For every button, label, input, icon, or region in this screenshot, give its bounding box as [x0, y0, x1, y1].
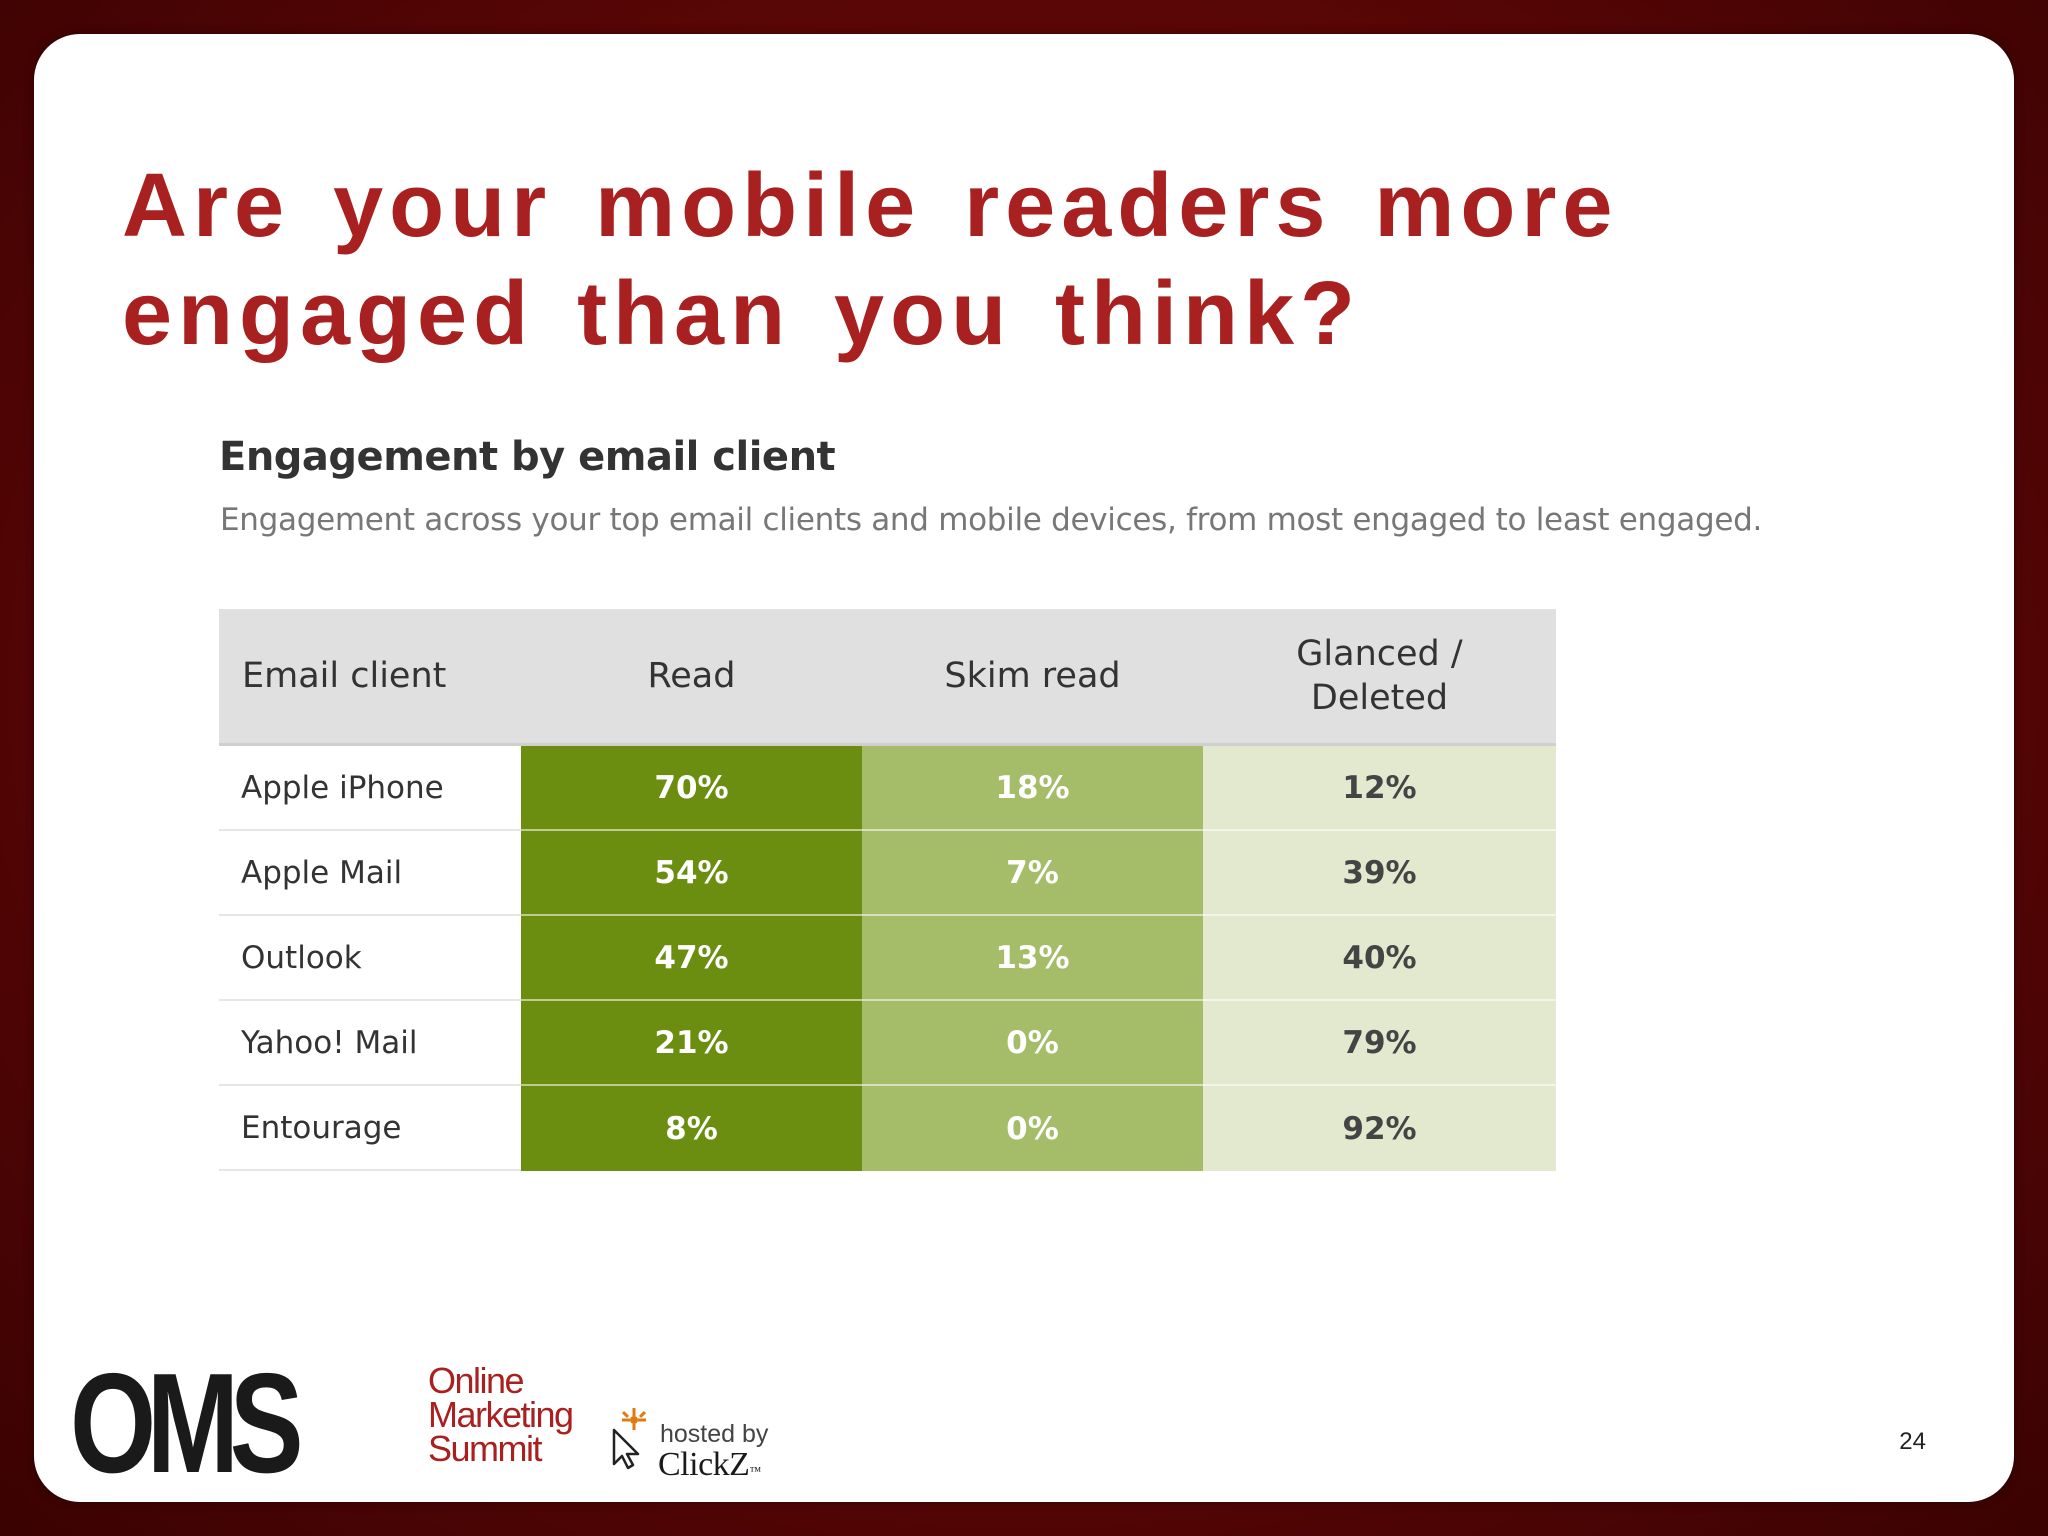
cell-glanced-deleted: 92% — [1203, 1086, 1556, 1171]
cell-email-client: Outlook — [219, 916, 521, 1001]
hosted-by-label: hosted by — [660, 1420, 769, 1448]
cell-read: 70% — [521, 746, 862, 831]
clickz-name: ClickZ — [658, 1446, 750, 1483]
cell-read: 21% — [521, 1001, 862, 1086]
cell-read: 8% — [521, 1086, 862, 1171]
column-header-skim-read: Skim read — [944, 656, 1121, 696]
clickz-trademark: ™ — [749, 1464, 761, 1478]
cell-skim-read: 13% — [862, 916, 1203, 1001]
column-header-glanced-line2: Deleted — [1310, 678, 1449, 718]
cell-email-client: Apple Mail — [219, 831, 521, 916]
cell-glanced-deleted: 79% — [1203, 1001, 1556, 1086]
oms-word-summit: Summit — [428, 1428, 543, 1469]
cell-skim-read: 0% — [862, 1086, 1203, 1171]
column-header-read: Read — [647, 656, 736, 696]
cell-read: 47% — [521, 916, 862, 1001]
cell-skim-read: 7% — [862, 831, 1203, 916]
column-header-glanced-line1: Glanced / — [1296, 634, 1463, 674]
clickz-logo-text: ClickZ™ — [658, 1446, 761, 1484]
page-number: 24 — [1899, 1428, 1926, 1455]
cell-skim-read: 18% — [862, 746, 1203, 831]
table-row: Apple iPhone 70% 18% 12% — [219, 746, 1556, 831]
oms-logo-letters: OMS — [70, 1344, 304, 1502]
table-row: Apple Mail 54% 7% 39% — [219, 831, 1556, 916]
table-header-row: Email client Read Skim read Glanced / De… — [219, 609, 1556, 746]
table-row: Entourage 8% 0% 92% — [219, 1086, 1556, 1171]
slide: Are your mobile readers more engaged tha… — [34, 34, 2014, 1502]
slide-title: Are your mobile readers more engaged tha… — [122, 152, 1822, 368]
cell-read: 54% — [521, 831, 862, 916]
table-row: Outlook 47% 13% 40% — [219, 916, 1556, 1001]
oms-logo-words: Online Marketing Summit — [428, 1360, 574, 1469]
slide-title-line1: Are your mobile readers more — [122, 156, 1619, 256]
clickz-cursor-icon — [612, 1408, 647, 1470]
slide-title-line2: engaged than you think? — [122, 264, 1362, 364]
cell-skim-read: 0% — [862, 1001, 1203, 1086]
oms-word-marketing: Marketing — [428, 1394, 574, 1435]
cell-email-client: Apple iPhone — [219, 746, 521, 831]
column-header-glanced-deleted: Glanced / Deleted — [1203, 609, 1556, 743]
engagement-subheading: Engagement across your top email clients… — [220, 502, 1763, 538]
oms-word-online: Online — [428, 1360, 525, 1401]
engagement-heading: Engagement by email client — [219, 434, 836, 480]
table-row: Yahoo! Mail 21% 0% 79% — [219, 1001, 1556, 1086]
engagement-table: Email client Read Skim read Glanced / De… — [219, 609, 1556, 1171]
cell-glanced-deleted: 39% — [1203, 831, 1556, 916]
cell-glanced-deleted: 12% — [1203, 746, 1556, 831]
cell-email-client: Entourage — [219, 1086, 521, 1171]
cell-email-client: Yahoo! Mail — [219, 1001, 521, 1086]
column-header-email-client: Email client — [242, 656, 447, 696]
cell-glanced-deleted: 40% — [1203, 916, 1556, 1001]
